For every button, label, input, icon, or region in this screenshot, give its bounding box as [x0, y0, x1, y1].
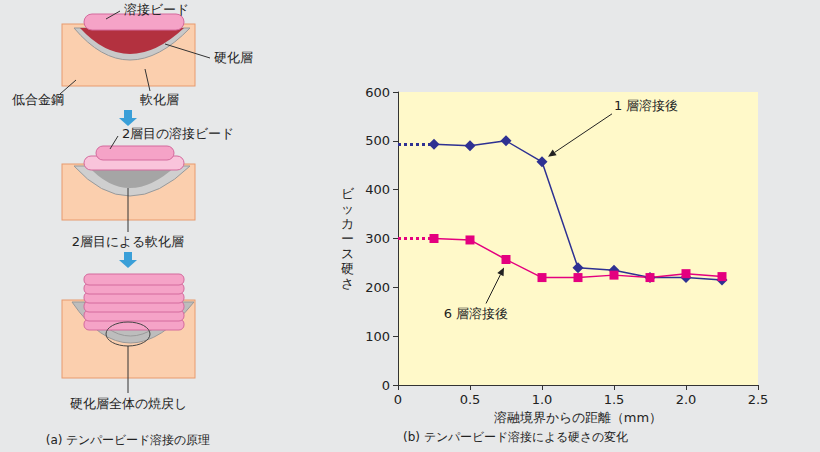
svg-text:硬: 硬	[341, 261, 354, 276]
svg-text:600: 600	[365, 85, 390, 100]
svg-text:1.0: 1.0	[532, 392, 553, 407]
svg-text:2層目の溶接ビード: 2層目の溶接ビード	[122, 126, 234, 141]
svg-text:さ: さ	[341, 276, 354, 291]
svg-text:軟化層: 軟化層	[140, 92, 179, 107]
svg-text:0: 0	[394, 392, 402, 407]
svg-text:500: 500	[365, 133, 390, 148]
svg-text:200: 200	[365, 280, 390, 295]
svg-text:ビ: ビ	[341, 186, 355, 201]
svg-text:1.5: 1.5	[604, 392, 625, 407]
svg-text:硬化層: 硬化層	[214, 50, 253, 65]
svg-text:2.0: 2.0	[676, 392, 697, 407]
svg-text:400: 400	[365, 182, 390, 197]
svg-text:溶接ビード: 溶接ビード	[124, 2, 189, 17]
svg-text:ス: ス	[341, 246, 354, 261]
svg-text:低合金鋼: 低合金鋼	[12, 92, 64, 107]
svg-text:(b) テンパービード溶接による硬さの変化: (b) テンパービード溶接による硬さの変化	[403, 430, 628, 444]
svg-text:溶融境界からの距離（mm）: 溶融境界からの距離（mm）	[494, 410, 662, 425]
svg-text:ッ: ッ	[341, 201, 354, 216]
svg-text:6 層溶接後: 6 層溶接後	[444, 306, 508, 321]
svg-text:1 層溶接後: 1 層溶接後	[614, 98, 678, 113]
svg-text:硬化層全体の焼戻し: 硬化層全体の焼戻し	[70, 396, 187, 411]
svg-text:(a) テンパービード溶接の原理: (a) テンパービード溶接の原理	[46, 433, 211, 447]
svg-text:カ: カ	[341, 216, 354, 231]
svg-text:300: 300	[365, 231, 390, 246]
svg-text:0: 0	[382, 378, 390, 393]
svg-text:100: 100	[365, 329, 390, 344]
svg-text:ー: ー	[341, 231, 354, 246]
svg-text:0.5: 0.5	[460, 392, 481, 407]
svg-text:2層目による軟化層: 2層目による軟化層	[72, 234, 184, 249]
svg-text:2.5: 2.5	[748, 392, 769, 407]
